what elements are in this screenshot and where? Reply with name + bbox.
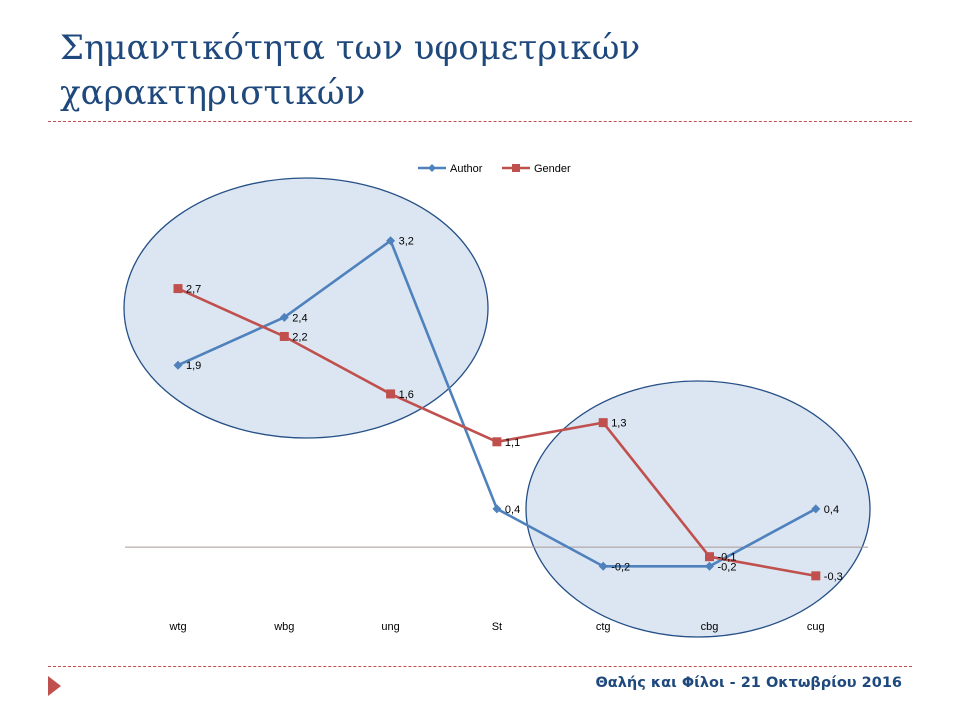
author-point-St: [492, 504, 502, 514]
legend-label-gender: Gender: [534, 163, 571, 175]
author-point-cug: [811, 504, 821, 514]
author-point-cbg: [705, 561, 714, 571]
legend-label-author: Author: [450, 163, 483, 175]
legend-marker-author: [428, 164, 436, 172]
gender-point-ung: [386, 389, 396, 399]
x-tick-label-wbg: wbg: [273, 621, 294, 633]
gender-point-St: [492, 437, 502, 447]
author-data-label-wtg: 1,9: [186, 360, 201, 372]
x-tick-label-cbg: cbg: [701, 621, 719, 633]
author-data-label-cug: 0,4: [824, 504, 839, 516]
x-tick-label-ctg: ctg: [596, 621, 611, 633]
author-point-wtg: [173, 360, 183, 370]
gender-data-label-cbg: -0,1: [718, 552, 737, 564]
author-point-wbg: [279, 312, 289, 322]
author-data-label-wbg: 2,4: [292, 312, 307, 324]
author-data-label-cbg: -0,2: [718, 561, 737, 573]
gender-data-label-ctg: 1,3: [611, 418, 626, 430]
footer-arrow-icon: [48, 676, 61, 696]
footer-divider: [48, 666, 912, 667]
gender-point-wbg: [279, 331, 289, 341]
gender-data-label-cug: -0,3: [824, 571, 843, 583]
author-data-label-ctg: -0,2: [611, 561, 630, 573]
x-tick-label-wtg: wtg: [168, 621, 186, 633]
highlight-ellipse-2: [525, 380, 871, 638]
gender-data-label-wtg: 2,7: [186, 284, 201, 296]
x-tick-label-ung: ung: [381, 621, 399, 633]
gender-point-ctg: [598, 418, 608, 428]
legend-marker-gender: [512, 164, 520, 172]
gender-data-label-wbg: 2,2: [292, 331, 307, 343]
author-data-label-ung: 3,2: [399, 236, 414, 248]
x-tick-label-cug: cug: [807, 621, 825, 633]
slide-title: Σημαντικότητα των υφομετρικών χαρακτηρισ…: [60, 28, 641, 113]
gender-data-label-ung: 1,6: [399, 389, 414, 401]
footer-text: Θαλής και Φίλοι - 21 Οκτωβρίου 2016: [595, 675, 902, 691]
title-divider: [48, 121, 912, 122]
author-point-ctg: [598, 561, 608, 571]
x-tick-label-St: St: [492, 621, 502, 633]
gender-point-cug: [811, 571, 821, 581]
gender-point-cbg: [705, 552, 714, 562]
highlight-ellipse-1: [123, 177, 489, 439]
gender-data-label-St: 1,1: [505, 437, 520, 449]
gender-point-wtg: [173, 284, 183, 294]
author-point-ung: [386, 236, 396, 246]
author-data-label-St: 0,4: [505, 504, 520, 516]
